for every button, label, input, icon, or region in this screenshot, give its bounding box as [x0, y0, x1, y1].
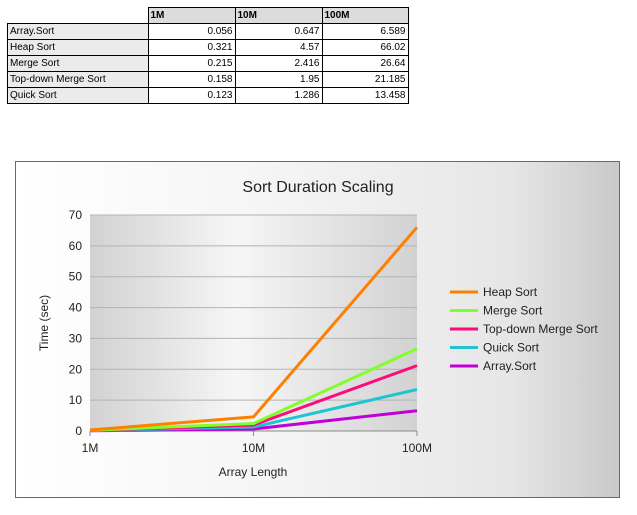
table-row: Array.Sort 0.056 0.647 6.589	[7, 23, 409, 40]
row-label-cell[interactable]: Quick Sort	[7, 87, 149, 104]
table-row: Top-down Merge Sort 0.158 1.95 21.185	[7, 71, 409, 88]
value-cell[interactable]: 0.215	[147, 55, 236, 72]
x-axis-title: Array Length	[219, 465, 288, 479]
value-cell[interactable]: 66.02	[321, 39, 409, 56]
value-cell[interactable]: 0.321	[147, 39, 236, 56]
row-label-cell[interactable]: Array.Sort	[7, 23, 149, 40]
value-cell[interactable]: 21.185	[321, 71, 409, 88]
y-tick-label: 60	[69, 239, 83, 253]
y-tick-label: 10	[69, 393, 83, 407]
series-line-heap-sort[interactable]	[89, 226, 419, 432]
data-table: 1M 10M 100M Array.Sort 0.056 0.647 6.589…	[7, 7, 409, 104]
y-tick-label: 20	[69, 362, 83, 376]
value-cell[interactable]: 1.95	[234, 71, 323, 88]
table-header-cell[interactable]: 10M	[234, 7, 323, 24]
legend[interactable]: Heap Sort Merge Sort Top-down Merge Sort Qu…	[450, 285, 598, 373]
table-header-cell[interactable]: 1M	[147, 7, 236, 24]
x-tick-label: 1M	[82, 441, 99, 455]
y-tick-label: 70	[69, 208, 83, 222]
y-axis-title: Time (sec)	[37, 295, 51, 351]
chart-title: Sort Duration Scaling	[242, 179, 393, 196]
legend-label-heap-sort: Heap Sort	[483, 285, 538, 299]
table-row: Merge Sort 0.215 2.416 26.64	[7, 55, 409, 72]
chart-container[interactable]: 0 10 20 30 40 50 60 70 1M 10M 100M Sort Duration …	[15, 161, 620, 498]
line-chart: 0 10 20 30 40 50 60 70 1M 10M 100M Sort Duration …	[37, 179, 598, 479]
legend-label-quick-sort: Quick Sort	[483, 341, 540, 355]
value-cell[interactable]: 1.286	[234, 87, 323, 104]
row-label-cell[interactable]: Heap Sort	[7, 39, 149, 56]
series-line-merge-sort[interactable]	[89, 347, 418, 432]
row-label-cell[interactable]: Merge Sort	[7, 55, 149, 72]
value-cell[interactable]: 4.57	[234, 39, 323, 56]
value-cell[interactable]: 0.158	[147, 71, 236, 88]
plot-area	[90, 215, 417, 431]
value-cell[interactable]: 26.64	[321, 55, 409, 72]
table-row: Heap Sort 0.321 4.57 66.02	[7, 39, 409, 56]
legend-label-merge-sort: Merge Sort	[483, 304, 543, 318]
value-cell[interactable]: 13.458	[321, 87, 409, 104]
legend-label-array-sort: Array.Sort	[483, 359, 537, 373]
x-tick-label: 100M	[402, 441, 432, 455]
value-cell[interactable]: 2.416	[234, 55, 323, 72]
y-tick-label: 0	[75, 424, 82, 438]
table-header-corner	[7, 7, 148, 24]
row-label-cell[interactable]: Top-down Merge Sort	[7, 71, 149, 88]
table-row: Quick Sort 0.123 1.286 13.458	[7, 87, 409, 104]
table-header-row: 1M 10M 100M	[7, 7, 409, 24]
y-tick-label: 50	[69, 270, 83, 284]
legend-label-top-down-merge-sort: Top-down Merge Sort	[483, 322, 598, 336]
value-cell[interactable]: 0.123	[147, 87, 236, 104]
y-tick-label: 40	[69, 301, 83, 315]
value-cell[interactable]: 0.647	[234, 23, 323, 40]
value-cell[interactable]: 6.589	[321, 23, 409, 40]
x-tick-label: 10M	[242, 441, 265, 455]
table-header-cell[interactable]: 100M	[321, 7, 409, 24]
y-tick-label: 30	[69, 331, 83, 345]
value-cell[interactable]: 0.056	[147, 23, 236, 40]
